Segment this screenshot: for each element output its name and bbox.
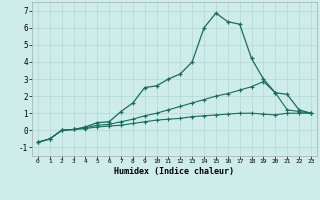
X-axis label: Humidex (Indice chaleur): Humidex (Indice chaleur) bbox=[115, 167, 234, 176]
